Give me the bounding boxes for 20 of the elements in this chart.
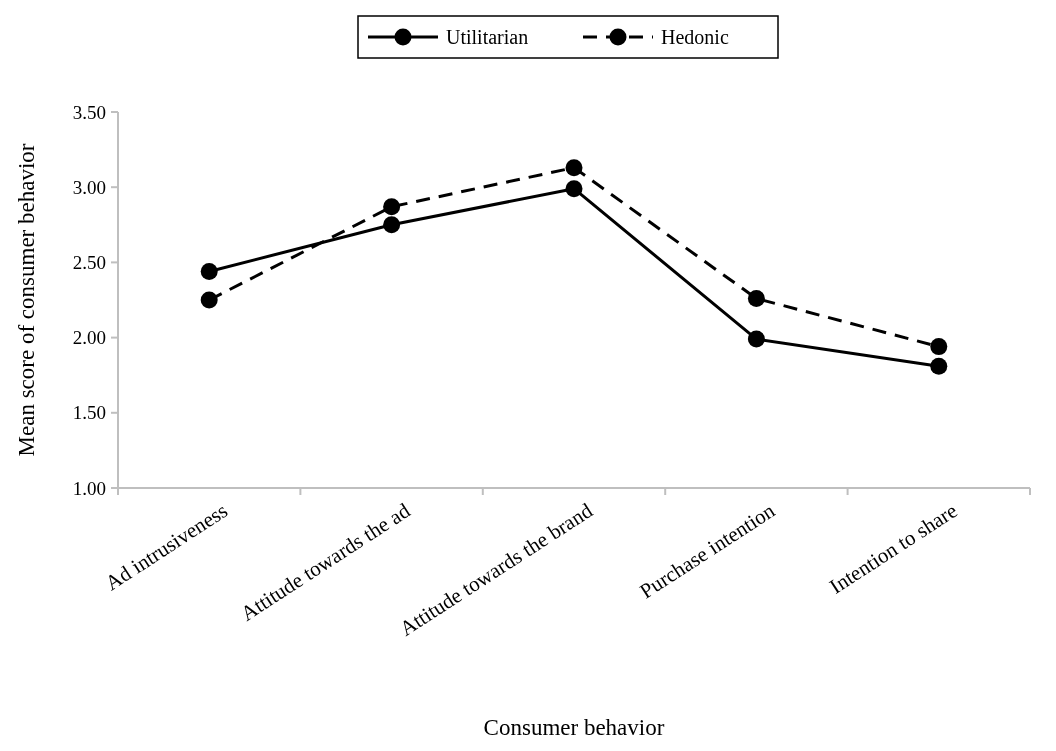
point (565, 180, 583, 198)
point (747, 330, 765, 348)
point (200, 262, 218, 280)
y-tick-label: 3.50 (72, 101, 106, 123)
point (747, 290, 765, 307)
y-tick-label: 1.50 (72, 402, 106, 424)
point (565, 159, 583, 177)
y-tick-label: 2.00 (72, 327, 106, 349)
legend-label: Utilitarian (446, 26, 529, 48)
legend-label: Hedonic (661, 26, 729, 48)
x-axis-title: Consumer behavior (483, 715, 665, 740)
point (930, 357, 948, 375)
point (930, 338, 948, 356)
point (383, 216, 401, 234)
y-axis-title: Mean score of consumer behavior (14, 143, 39, 457)
y-tick-label: 3.00 (72, 176, 106, 198)
y-tick-label: 2.50 (72, 252, 106, 274)
point (200, 291, 218, 309)
y-tick-label: 1.00 (72, 477, 106, 499)
point (383, 198, 401, 216)
